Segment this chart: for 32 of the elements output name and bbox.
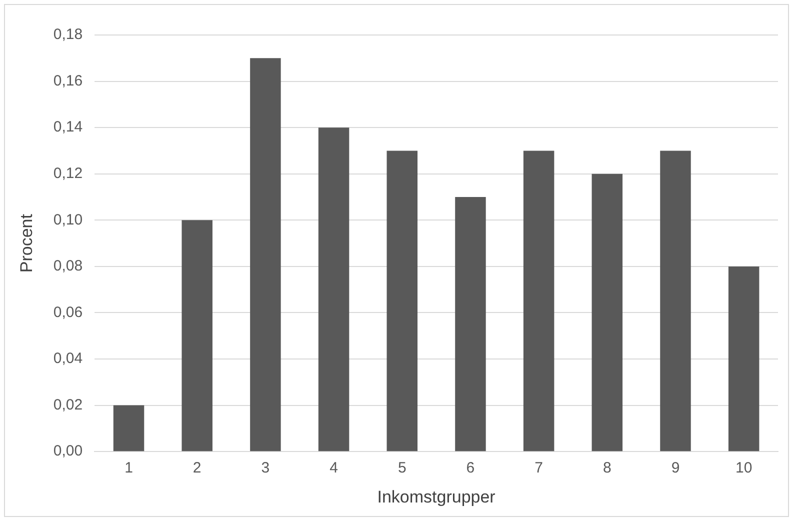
y-tick-label: 0,10	[53, 211, 83, 228]
x-tick-label: 2	[192, 460, 202, 477]
x-tick-label: 7	[534, 460, 543, 477]
y-tick-label: 0,08	[53, 258, 83, 275]
y-tick-label: 0,14	[53, 118, 83, 136]
y-tick-label: 0,02	[53, 396, 83, 414]
bar	[113, 405, 144, 452]
y-tick-label: 0,04	[53, 350, 83, 368]
x-tick-label: 9	[671, 460, 680, 477]
bar	[386, 150, 418, 452]
bar	[660, 150, 691, 452]
x-tick-label: 5	[398, 460, 406, 477]
bar	[250, 58, 281, 452]
x-tick-label: 1	[124, 460, 133, 477]
y-tick-label: 0,12	[53, 165, 83, 182]
x-tick-label: 8	[602, 460, 612, 477]
y-tick-label: 0,06	[53, 304, 83, 321]
x-tick-label: 3	[261, 460, 270, 477]
x-tick-label: 10	[735, 460, 752, 477]
x-tick-label: 6	[466, 460, 475, 477]
y-tick-label: 0,16	[53, 72, 83, 90]
bar	[318, 128, 350, 452]
bar	[182, 220, 212, 452]
y-tick-label: 0,18	[53, 26, 83, 44]
bar	[592, 174, 623, 452]
bar	[455, 197, 486, 452]
bar	[728, 266, 760, 452]
y-axis-title: Procent	[16, 214, 36, 273]
x-axis-title: Inkomstgrupper	[377, 487, 496, 506]
y-tick-label: 0,00	[53, 442, 83, 460]
bar	[523, 150, 554, 452]
x-tick-label: 4	[330, 460, 338, 477]
